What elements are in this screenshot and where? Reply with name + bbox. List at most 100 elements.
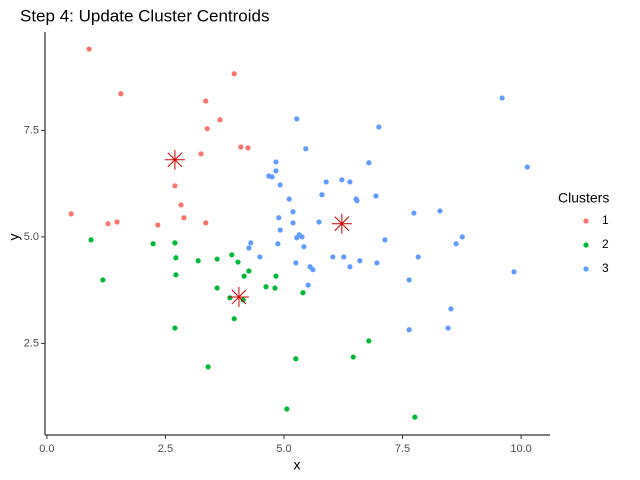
data-point xyxy=(310,267,316,273)
data-point xyxy=(437,208,443,214)
data-point xyxy=(269,174,275,180)
x-axis-title: x xyxy=(294,457,301,473)
data-point xyxy=(341,254,347,260)
data-point xyxy=(293,260,299,266)
y-tick-label: 5.0 xyxy=(24,231,39,243)
data-point xyxy=(300,290,306,296)
data-point xyxy=(290,209,296,215)
legend-swatch xyxy=(583,266,589,272)
data-point xyxy=(231,316,237,322)
data-point xyxy=(499,95,505,101)
data-point xyxy=(299,234,305,240)
y-axis-title: y xyxy=(6,234,22,241)
data-point xyxy=(178,202,184,208)
centroid xyxy=(228,286,249,307)
data-point xyxy=(303,146,309,152)
data-point xyxy=(366,160,372,166)
data-point xyxy=(373,193,379,199)
data-point xyxy=(347,264,353,270)
data-point xyxy=(376,124,382,130)
data-point xyxy=(114,219,120,225)
y-tick-label: 7.5 xyxy=(24,124,39,136)
data-point xyxy=(241,273,247,279)
data-point xyxy=(203,98,209,104)
data-point xyxy=(246,268,252,274)
data-point xyxy=(238,144,244,150)
data-point xyxy=(366,338,372,344)
data-point xyxy=(245,145,251,151)
data-point xyxy=(172,325,178,331)
data-point xyxy=(411,210,417,216)
data-point xyxy=(453,241,459,247)
data-point xyxy=(100,277,106,283)
data-point xyxy=(406,327,412,333)
data-point xyxy=(235,259,241,265)
data-point xyxy=(155,222,161,228)
data-point xyxy=(406,277,412,283)
centroid xyxy=(164,149,185,170)
data-point xyxy=(290,220,296,226)
legend-swatch xyxy=(583,218,589,224)
data-point xyxy=(214,285,220,291)
data-point xyxy=(246,245,252,251)
data-point xyxy=(231,71,237,77)
data-point xyxy=(257,254,263,260)
data-point xyxy=(294,235,300,241)
data-point xyxy=(204,126,210,132)
data-point xyxy=(459,234,465,240)
data-point xyxy=(173,255,179,261)
data-point xyxy=(273,273,279,279)
data-point xyxy=(511,269,517,275)
data-point xyxy=(217,117,223,123)
data-point xyxy=(88,237,94,243)
data-point xyxy=(86,46,92,52)
data-point xyxy=(524,164,530,170)
data-point xyxy=(319,192,325,198)
data-point xyxy=(150,241,156,247)
data-point xyxy=(448,306,454,312)
x-tick-label: 0.0 xyxy=(39,443,54,455)
data-point xyxy=(382,237,388,243)
x-tick-label: 7.5 xyxy=(395,443,410,455)
legend-label: 3 xyxy=(602,261,609,275)
data-point xyxy=(316,219,322,225)
data-point xyxy=(172,183,178,189)
y-tick-label: 2.5 xyxy=(24,337,39,349)
x-tick-label: 2.5 xyxy=(158,443,173,455)
data-point xyxy=(294,116,300,122)
data-point xyxy=(374,260,380,266)
data-point xyxy=(275,241,281,247)
data-point xyxy=(330,254,336,260)
data-point xyxy=(195,258,201,264)
data-point xyxy=(227,295,233,301)
data-point xyxy=(118,91,124,97)
centroid xyxy=(331,213,352,234)
data-point xyxy=(277,182,283,188)
data-point xyxy=(273,159,279,165)
data-point xyxy=(273,168,279,174)
data-point xyxy=(240,297,246,303)
data-point xyxy=(301,244,307,250)
data-point xyxy=(347,179,353,185)
legend-title: Clusters xyxy=(558,190,609,206)
data-point xyxy=(277,227,283,233)
data-point xyxy=(323,179,329,185)
legend-swatch xyxy=(583,242,589,248)
legend-label: 1 xyxy=(602,213,609,227)
data-point xyxy=(354,198,360,204)
x-tick-label: 5.0 xyxy=(276,443,291,455)
data-point xyxy=(412,414,418,420)
chart-title: Step 4: Update Cluster Centroids xyxy=(20,6,269,25)
data-point xyxy=(445,325,451,331)
data-point xyxy=(203,220,209,226)
data-point xyxy=(181,215,187,221)
data-point xyxy=(357,258,363,264)
data-point xyxy=(68,211,74,217)
x-tick-label: 10.0 xyxy=(510,443,531,455)
data-point xyxy=(198,151,204,157)
data-point xyxy=(214,256,220,262)
data-point xyxy=(305,282,311,288)
data-point xyxy=(339,177,345,183)
data-point xyxy=(173,272,179,278)
